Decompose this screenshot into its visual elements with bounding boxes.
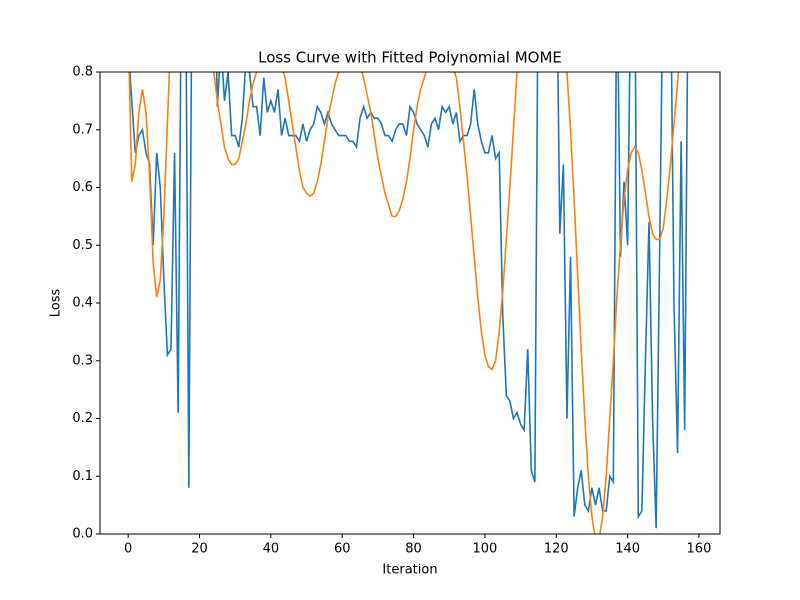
y-tick-label: 0.8 xyxy=(72,65,93,80)
x-tick-label: 140 xyxy=(615,542,640,557)
chart-title: Loss Curve with Fitted Polynomial MOME xyxy=(258,49,562,67)
x-tick-label: 20 xyxy=(191,542,208,557)
y-tick-label: 0.7 xyxy=(72,122,93,137)
x-tick-label: 40 xyxy=(263,542,280,557)
axes-frame xyxy=(99,71,721,535)
plot-area xyxy=(128,72,689,534)
y-tick-label: 0.4 xyxy=(72,296,93,311)
x-axis-label: Iteration xyxy=(382,563,437,578)
y-tick-label: 0.0 xyxy=(72,527,93,542)
y-tick-label: 0.5 xyxy=(72,238,93,253)
data-line xyxy=(128,72,680,534)
x-tick-label: 160 xyxy=(687,542,712,557)
y-tick-label: 0.2 xyxy=(72,411,93,426)
y-tick-label: 0.1 xyxy=(72,469,93,484)
y-axis-label: Loss xyxy=(49,289,64,318)
y-tick-label: 0.6 xyxy=(72,180,93,195)
x-tick-label: 0 xyxy=(124,542,132,557)
x-tick-label: 60 xyxy=(334,542,351,557)
x-tick-label: 100 xyxy=(472,542,497,557)
data-line xyxy=(129,72,689,529)
x-tick-label: 120 xyxy=(544,542,569,557)
y-tick-label: 0.3 xyxy=(72,353,93,368)
x-tick-label: 80 xyxy=(405,542,422,557)
